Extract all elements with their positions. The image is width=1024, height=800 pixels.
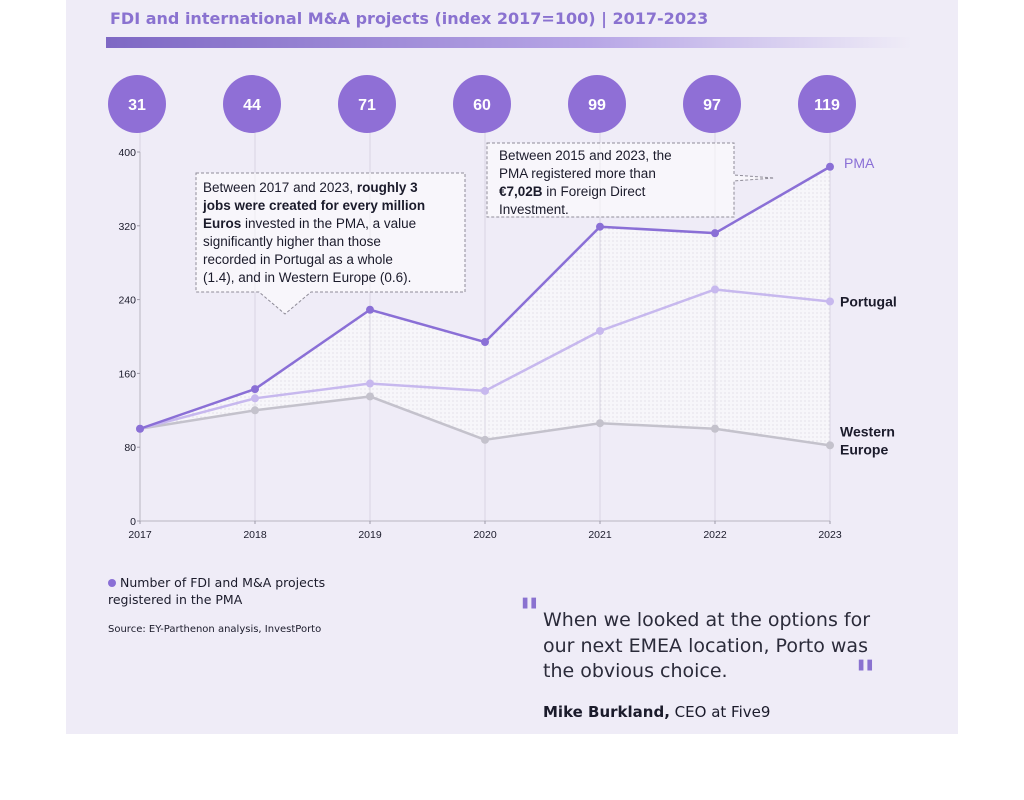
- point-western-europe-2022: [711, 424, 719, 433]
- point-western-europe-2021: [596, 419, 604, 428]
- x-tick-label-2022: 2022: [703, 529, 727, 541]
- x-tick-label-2023: 2023: [818, 529, 842, 541]
- point-western-europe-2020: [481, 435, 489, 444]
- project-bubble-2019: [338, 75, 396, 133]
- x-tick-label-2021: 2021: [588, 529, 612, 541]
- y-tick-label-400: 400: [118, 147, 136, 159]
- y-tick-label-240: 240: [118, 295, 136, 307]
- annotation-jobs-line-2: jobs were created for every million: [202, 198, 425, 213]
- annotation-jobs-line-3: Euros invested in the PMA, a value: [203, 216, 416, 231]
- quote-author: Mike Burkland, CEO at Five9: [543, 703, 770, 721]
- title-underline-bar: [106, 37, 912, 48]
- project-bubble-2017: [108, 75, 166, 133]
- y-tick-label-0: 0: [130, 516, 136, 528]
- series-label-western-europe-2: Europe: [840, 441, 888, 457]
- point-pma-2021: [596, 222, 604, 231]
- project-count-2020: 60: [473, 97, 491, 114]
- point-western-europe-2019: [366, 392, 374, 401]
- point-pma-2017: [136, 424, 144, 433]
- chart-title: FDI and international M&A projects (inde…: [110, 9, 709, 28]
- legend-text-1: Number of FDI and M&A projects: [120, 575, 326, 590]
- series-label-western-europe-1: Western: [840, 423, 895, 439]
- legend-line-1: Number of FDI and M&A projects: [108, 574, 325, 591]
- point-pma-2019: [366, 305, 374, 314]
- point-portugal-2022: [711, 285, 719, 294]
- annotation-fdi-line-1: Between 2015 and 2023, the: [499, 148, 672, 163]
- range-band: [140, 166, 830, 446]
- point-pma-2018: [251, 385, 259, 394]
- annotation-jobs-line-4: significantly higher than those: [203, 234, 381, 249]
- point-portugal-2023: [826, 297, 834, 306]
- point-portugal-2019: [366, 379, 374, 388]
- source-note: Source: EY-Parthenon analysis, InvestPor…: [108, 624, 322, 635]
- project-count-2023: 119: [814, 97, 840, 114]
- project-count-2021: 99: [588, 97, 606, 114]
- point-portugal-2018: [251, 394, 259, 403]
- point-western-europe-2023: [826, 441, 834, 450]
- point-pma-2022: [711, 229, 719, 238]
- quote-open-mark: ": [519, 590, 540, 637]
- x-tick-label-2017: 2017: [128, 529, 152, 541]
- project-bubble-2020: [453, 75, 511, 133]
- annotation-box-fdi: [486, 142, 775, 218]
- annotation-jobs-line-5: recorded in Portugal as a whole: [203, 252, 393, 267]
- annotation-box-jobs: [195, 172, 466, 315]
- point-pma-2023: [826, 162, 834, 171]
- series-label-pma-1: PMA: [844, 155, 875, 171]
- x-tick-label-2020: 2020: [473, 529, 497, 541]
- annotation-jobs-line-6: (1.4), and in Western Europe (0.6).: [203, 270, 411, 285]
- author-role: CEO at Five9: [669, 703, 771, 721]
- point-portugal-2021: [596, 326, 604, 335]
- project-bubble-2022: [683, 75, 741, 133]
- point-portugal-2020: [481, 386, 489, 395]
- annotation-jobs-line-1: Between 2017 and 2023, roughly 3: [203, 180, 418, 195]
- annotation-fdi-line-2: PMA registered more than: [499, 166, 656, 181]
- project-bubble-2018: [223, 75, 281, 133]
- annotation-fdi-line-4: Investment.: [499, 202, 569, 217]
- y-tick-label-320: 320: [118, 221, 136, 233]
- annotation-fdi-line-3: €7,02B in Foreign Direct: [499, 184, 646, 199]
- series-label-portugal-1: Portugal: [840, 293, 897, 309]
- point-pma-2020: [481, 338, 489, 347]
- project-count-2018: 44: [243, 97, 261, 114]
- quote-close-mark: ": [855, 652, 876, 699]
- legend: Number of FDI and M&A projects registere…: [108, 574, 325, 608]
- project-count-2022: 97: [703, 97, 721, 114]
- quote-text: When we looked at the options for our ne…: [543, 609, 871, 682]
- point-western-europe-2018: [251, 406, 259, 415]
- author-name: Mike Burkland,: [543, 703, 670, 721]
- y-tick-label-80: 80: [124, 442, 136, 454]
- x-tick-label-2019: 2019: [358, 529, 382, 541]
- project-count-2019: 71: [358, 97, 376, 114]
- legend-text-2: registered in the PMA: [108, 592, 243, 607]
- x-tick-label-2018: 2018: [243, 529, 267, 541]
- project-bubble-2023: [798, 75, 856, 133]
- y-tick-label-160: 160: [118, 368, 136, 380]
- project-count-2017: 31: [128, 97, 146, 114]
- legend-dot: [108, 579, 116, 587]
- project-bubble-2021: [568, 75, 626, 133]
